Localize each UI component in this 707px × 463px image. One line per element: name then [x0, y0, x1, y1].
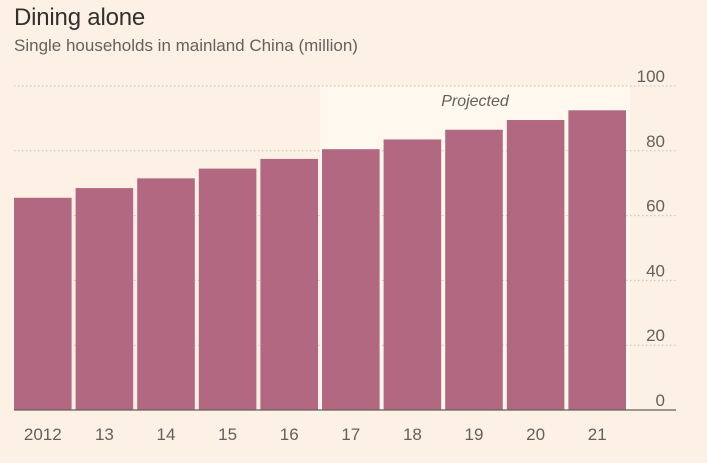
x-tick-label: 18 [403, 425, 422, 444]
bar-14 [137, 178, 195, 410]
bar-16 [260, 158, 318, 410]
bar-19 [445, 129, 503, 411]
chart-title: Dining alone [14, 4, 146, 31]
bar-20 [506, 120, 565, 411]
y-tick-label: 20 [646, 326, 665, 345]
x-tick-label: 20 [526, 425, 545, 444]
chart-subtitle: Single households in mainland China (mil… [14, 36, 358, 55]
bar-15 [198, 168, 257, 410]
y-tick-label: 40 [646, 261, 665, 280]
projected-label: Projected [441, 93, 510, 110]
y-tick-label: 80 [646, 132, 665, 151]
bars [14, 110, 626, 411]
y-tick-label: 60 [646, 197, 665, 216]
x-tick-label: 16 [280, 425, 299, 444]
x-tick-label: 19 [465, 425, 484, 444]
bar-17 [322, 149, 380, 410]
bar-18 [383, 139, 442, 410]
y-tick-label: 0 [656, 391, 665, 410]
x-tick-label: 13 [95, 425, 114, 444]
x-tick-label: 15 [218, 425, 237, 444]
bar-2012 [14, 197, 72, 410]
y-axis-labels: 0 20 40 60 80 100 [637, 67, 665, 410]
y-tick-label: 100 [637, 67, 665, 86]
x-tick-label: 17 [341, 425, 360, 444]
bar-21 [568, 110, 626, 411]
x-axis-labels: 2012 13 14 15 16 17 18 19 20 21 [24, 425, 607, 444]
x-tick-label: 14 [157, 425, 176, 444]
x-tick-label: 21 [588, 425, 607, 444]
bar-13 [75, 188, 134, 410]
x-tick-label: 2012 [24, 425, 62, 444]
